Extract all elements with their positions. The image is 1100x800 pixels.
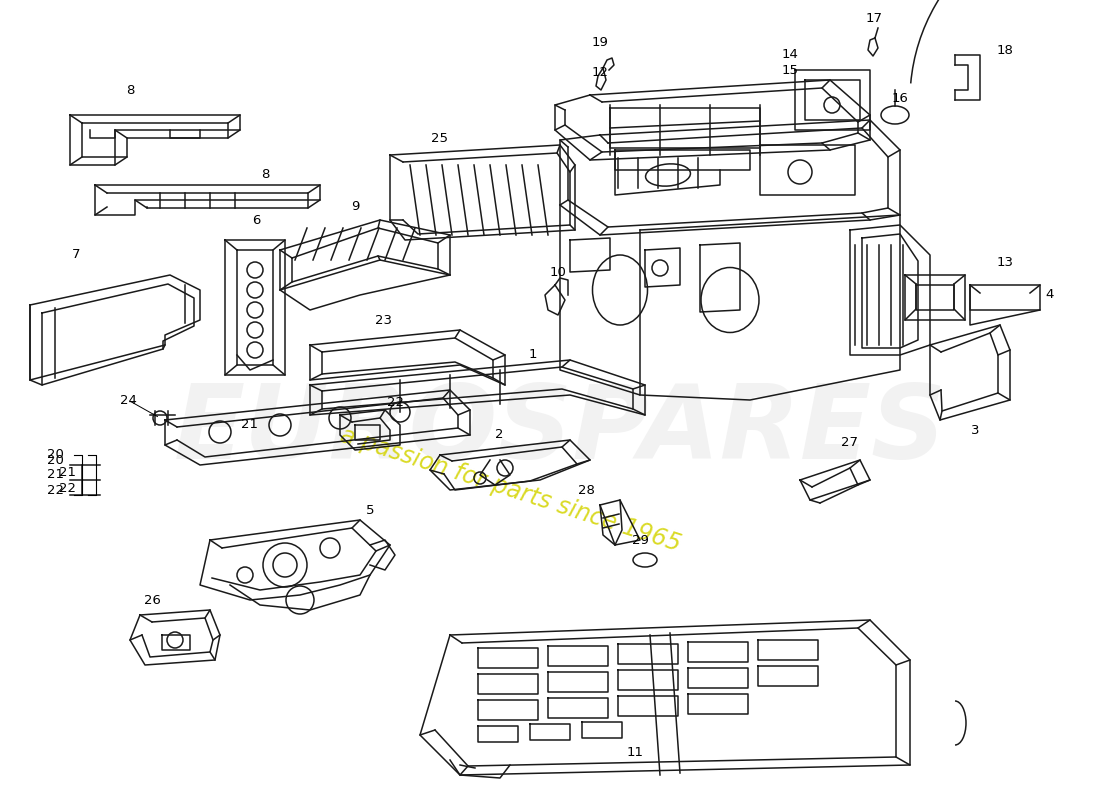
Text: 22: 22 (46, 483, 64, 497)
Text: 18: 18 (997, 43, 1013, 57)
Text: 20: 20 (46, 454, 64, 466)
Text: 12: 12 (592, 66, 608, 78)
Text: 22: 22 (58, 482, 76, 494)
Text: 21: 21 (242, 418, 258, 431)
Text: 14: 14 (782, 49, 799, 62)
Text: EUROSPARES: EUROSPARES (174, 379, 946, 481)
Text: 21: 21 (46, 469, 64, 482)
Text: 26: 26 (144, 594, 161, 606)
Text: 5: 5 (365, 503, 374, 517)
Text: 22: 22 (386, 395, 404, 409)
Text: 21: 21 (58, 466, 76, 478)
Text: 11: 11 (627, 746, 644, 758)
Text: 29: 29 (631, 534, 648, 546)
Text: 2: 2 (495, 429, 504, 442)
Text: 10: 10 (550, 266, 566, 278)
Text: 27: 27 (842, 435, 858, 449)
Text: 25: 25 (431, 131, 449, 145)
Text: 9: 9 (351, 201, 360, 214)
Text: 8: 8 (261, 169, 270, 182)
Text: 13: 13 (997, 255, 1013, 269)
Text: 19: 19 (592, 37, 608, 50)
Text: 6: 6 (252, 214, 261, 226)
Text: a passion for parts since 1965: a passion for parts since 1965 (337, 423, 683, 557)
Text: 15: 15 (781, 63, 799, 77)
Text: 23: 23 (374, 314, 392, 326)
Text: 1: 1 (529, 349, 537, 362)
Text: 24: 24 (120, 394, 136, 406)
Text: 28: 28 (578, 483, 594, 497)
Text: 8: 8 (125, 83, 134, 97)
Text: 17: 17 (866, 11, 882, 25)
Text: 4: 4 (1046, 289, 1054, 302)
Text: 7: 7 (72, 249, 80, 262)
Text: 16: 16 (892, 91, 909, 105)
Text: 20: 20 (46, 449, 64, 462)
Text: 3: 3 (970, 423, 979, 437)
